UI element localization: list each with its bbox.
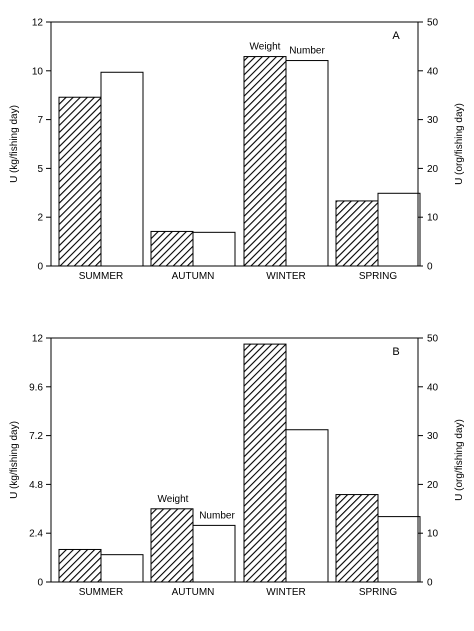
- bar-weight-winter: [243, 56, 287, 267]
- bar-weight-autumn: [150, 230, 194, 267]
- y-right-tick-label: 10: [427, 213, 439, 224]
- bar-number-winter: [285, 429, 329, 583]
- y-right-tick-label: 30: [427, 431, 439, 442]
- bar-weight-summer: [58, 96, 102, 267]
- y-right-tick-label: 20: [427, 480, 439, 491]
- y-right-tick-label: 50: [427, 334, 439, 345]
- y-right-tick-label: 50: [427, 18, 439, 29]
- bar-weight-spring: [335, 494, 379, 583]
- bar-number-spring: [377, 516, 421, 583]
- chart-panel-a: SUMMER AUTUMN WINTER SPRING 0 2 5 7 10 12 0 10 20 30 4…: [9, 18, 465, 283]
- series-annotation: Number: [289, 46, 325, 57]
- y-tick-label: 7.2: [29, 431, 43, 442]
- y-tick-label: 0: [37, 578, 43, 589]
- panel-label: B: [392, 346, 399, 358]
- y-right-tick-label: 0: [427, 262, 433, 273]
- chart-panel-b: SUMMER AUTUMN WINTER SPRING 0 2.4 4.8 7.2 9.6 12 0…: [9, 334, 465, 599]
- bar-number-autumn: [192, 524, 236, 583]
- y-tick-label: 12: [32, 334, 44, 345]
- series-annotation: Weight: [250, 42, 281, 53]
- y-tick-label: 10: [32, 66, 44, 77]
- y-right-tick-label: 40: [427, 382, 439, 393]
- bar-weight-spring: [335, 200, 379, 267]
- plot-frame: [50, 21, 419, 267]
- category-label: SUMMER: [79, 271, 123, 282]
- category-label: SPRING: [359, 587, 398, 598]
- series-annotation: Weight: [158, 494, 189, 505]
- category-label: AUTUMN: [172, 271, 215, 282]
- y-axis-label: U (kg/fishing day): [9, 421, 20, 499]
- y-right-tick-label: 30: [427, 115, 439, 126]
- y-tick-label: 9.6: [29, 382, 43, 393]
- y-tick-label: 0: [37, 262, 43, 273]
- bar-weight-winter: [243, 343, 287, 583]
- category-label: SUMMER: [79, 587, 123, 598]
- plot-frame: [50, 337, 419, 583]
- y-axis-label: U (kg/fishing day): [9, 105, 20, 183]
- bar-number-summer: [100, 71, 144, 267]
- series-annotation: Number: [199, 510, 235, 521]
- bar-number-summer: [100, 554, 144, 583]
- y-tick-label: 2: [37, 213, 43, 224]
- bar-weight-autumn: [150, 508, 194, 583]
- y-tick-label: 7: [37, 115, 43, 126]
- bar-weight-summer: [58, 548, 102, 583]
- category-label: AUTUMN: [172, 587, 215, 598]
- bar-number-spring: [377, 192, 421, 267]
- panel-label: A: [392, 30, 400, 42]
- y-right-tick-label: 40: [427, 66, 439, 77]
- category-label: WINTER: [266, 271, 305, 282]
- category-label: WINTER: [266, 587, 305, 598]
- y-right-axis-label: U (org/fishing day): [454, 103, 465, 185]
- y-tick-label: 4.8: [29, 480, 43, 491]
- y-right-tick-label: 10: [427, 529, 439, 540]
- y-tick-label: 12: [32, 18, 44, 29]
- y-right-tick-label: 20: [427, 164, 439, 175]
- y-tick-label: 2.4: [29, 529, 43, 540]
- y-tick-label: 5: [37, 164, 43, 175]
- bar-number-winter: [285, 60, 329, 267]
- bar-number-autumn: [192, 231, 236, 267]
- y-right-tick-label: 0: [427, 578, 433, 589]
- y-right-axis-label: U (org/fishing day): [454, 419, 465, 501]
- category-label: SPRING: [359, 271, 398, 282]
